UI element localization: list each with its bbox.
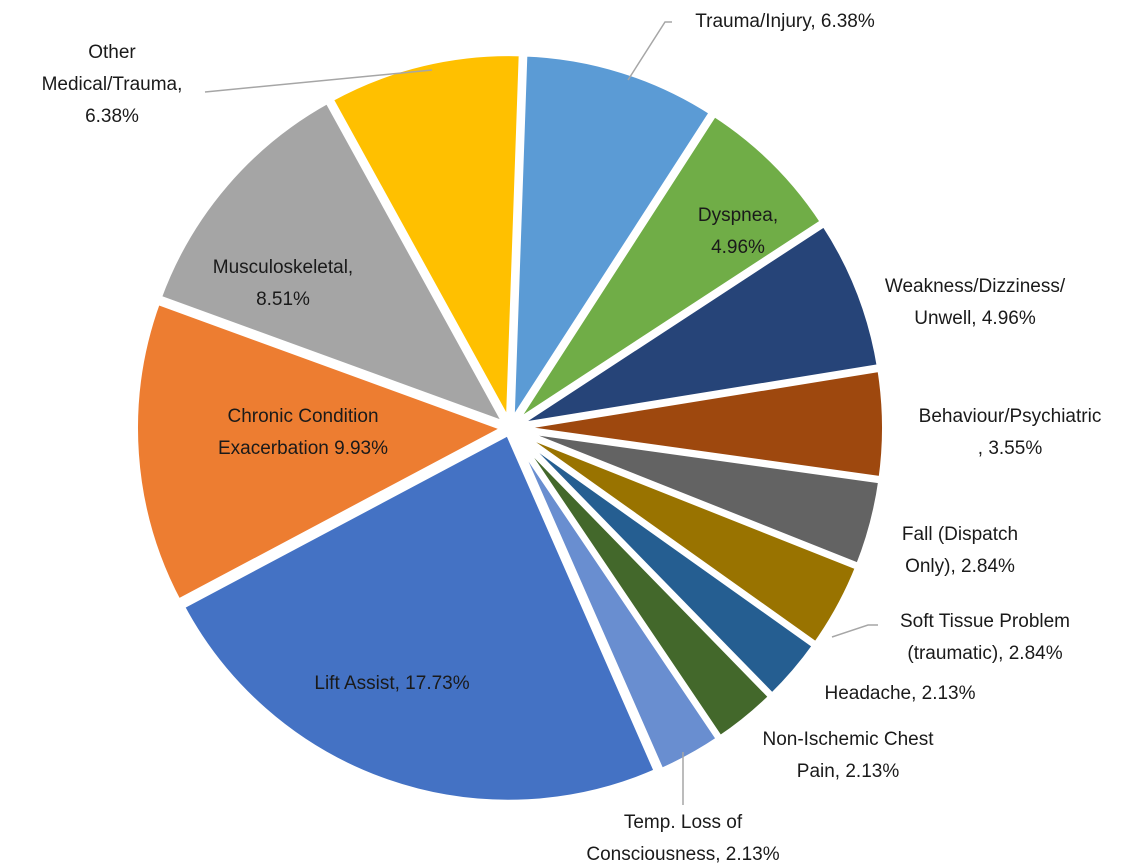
data-label: Soft Tissue Problem (traumatic), 2.84% <box>900 611 1070 664</box>
data-label: Dyspnea, 4.96% <box>698 205 778 258</box>
labels: Trauma/Injury, 6.38% Dyspnea, 4.96% Weaknes… <box>42 11 1102 865</box>
pie-slice <box>508 50 717 434</box>
data-label: Chronic Condition Exacerbation 9.93% <box>218 406 388 459</box>
leader-lines <box>204 21 878 805</box>
data-label: Other Medical/Trauma, 6.38% <box>42 42 183 127</box>
data-label: Headache, 2.13% <box>824 683 975 704</box>
data-label: Fall (Dispatch Only), 2.84% <box>902 524 1018 577</box>
data-label: Behaviour/Psychiatric, 3.55% <box>919 406 1102 459</box>
pie-slice <box>513 219 884 430</box>
data-label: Trauma/Injury, 6.38% <box>695 11 875 32</box>
data-label: Temp. Loss of Consciousness, 2.13% <box>586 812 779 865</box>
leader-line <box>627 21 672 81</box>
data-label: Non-Ischemic Chest Pain, 2.13% <box>762 729 934 782</box>
data-label: Musculoskeletal, 8.51% <box>213 257 353 310</box>
leader-line <box>204 69 433 93</box>
pie-slice <box>154 96 513 431</box>
slices <box>132 50 888 806</box>
data-label: Weakness/Dizziness/Unwell, 4.96% <box>885 276 1066 329</box>
pie-slice <box>132 297 513 607</box>
data-label: Lift Assist, 17.73% <box>314 673 469 694</box>
pie-slice <box>177 428 661 806</box>
pie-slice <box>326 50 525 435</box>
pie-slice <box>509 430 724 776</box>
pie-slice <box>511 109 828 427</box>
leader-line <box>831 624 878 638</box>
